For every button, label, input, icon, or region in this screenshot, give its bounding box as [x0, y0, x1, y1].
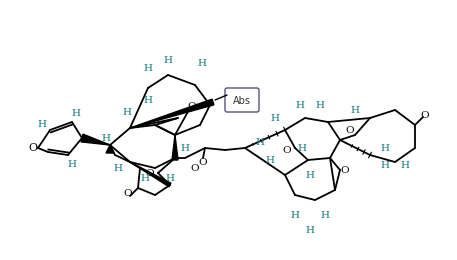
Text: H: H	[266, 155, 275, 165]
Text: H: H	[305, 225, 314, 235]
Text: H: H	[296, 101, 304, 109]
Text: O: O	[188, 101, 197, 110]
Text: H: H	[140, 173, 149, 183]
Polygon shape	[106, 145, 114, 153]
Text: H: H	[71, 108, 80, 118]
Text: H: H	[320, 211, 329, 219]
Text: O: O	[345, 126, 354, 134]
Text: H: H	[381, 160, 389, 170]
Text: O: O	[146, 168, 154, 178]
Text: H: H	[181, 144, 190, 153]
Text: O: O	[199, 158, 207, 166]
FancyBboxPatch shape	[225, 88, 259, 112]
Text: H: H	[381, 144, 389, 153]
Text: H: H	[271, 114, 280, 122]
Text: Abs: Abs	[233, 96, 251, 106]
Text: H: H	[37, 120, 47, 128]
Polygon shape	[81, 134, 110, 145]
Text: H: H	[400, 160, 409, 170]
Text: H: H	[305, 171, 314, 179]
Text: H: H	[197, 58, 207, 68]
Text: O: O	[191, 164, 199, 172]
Text: H: H	[351, 106, 360, 114]
Text: H: H	[68, 159, 76, 168]
Text: O: O	[28, 143, 37, 153]
Text: H: H	[113, 164, 122, 172]
Text: H: H	[255, 138, 265, 146]
Text: H: H	[101, 133, 111, 142]
Text: H: H	[122, 107, 132, 116]
Text: H: H	[298, 144, 307, 153]
Text: H: H	[143, 63, 153, 73]
Text: H: H	[291, 211, 299, 219]
Text: O: O	[124, 188, 133, 198]
Text: H: H	[315, 101, 324, 109]
Polygon shape	[172, 135, 178, 160]
Text: O: O	[340, 166, 349, 174]
Polygon shape	[130, 99, 214, 128]
Polygon shape	[130, 162, 171, 187]
Text: H: H	[143, 95, 153, 105]
Text: O: O	[421, 110, 429, 120]
Text: H: H	[165, 173, 175, 183]
Text: H: H	[164, 55, 172, 64]
Text: O: O	[283, 146, 291, 154]
